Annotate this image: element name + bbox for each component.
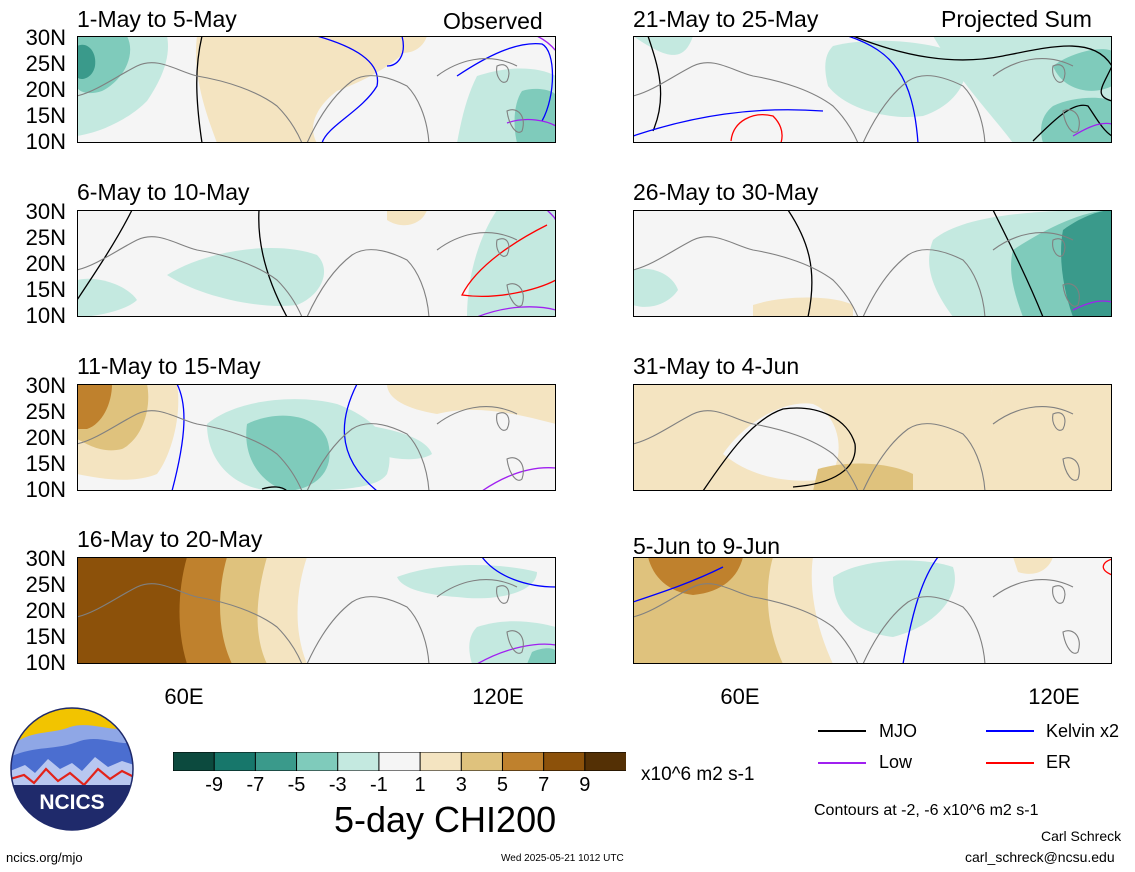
panel-title-r1: 26-May to 30-May [633, 179, 819, 205]
panel-title-l2: 11-May to 15-May [77, 353, 261, 379]
lat-label: 30N [25, 25, 66, 50]
lat-label: 25N [25, 572, 66, 597]
lat-label: 30N [25, 546, 66, 571]
map-panel-l1 [77, 210, 556, 317]
map-panel-l3 [77, 557, 556, 664]
colorbar-swatch [296, 751, 339, 772]
colorbar-tick-label: -7 [246, 774, 265, 796]
map-panel-r2 [633, 384, 1112, 491]
lat-label: 20N [25, 77, 66, 102]
map-panel-l0 [77, 36, 556, 143]
site-link[interactable]: ncics.org/mjo [6, 850, 83, 865]
panel-title-l1: 6-May to 10-May [77, 179, 250, 205]
lat-label: 10N [25, 477, 66, 502]
colorbar-swatches [172, 751, 628, 772]
legend-mjo-line [818, 730, 866, 732]
legend-er-line [986, 762, 1034, 764]
legend-kelvin-line [986, 730, 1034, 732]
colorbar-tick-label: 7 [538, 774, 550, 796]
colorbar-tick-label: -1 [370, 774, 388, 796]
legend-er-label: ER [1046, 752, 1072, 772]
colorbar-swatch [172, 751, 216, 772]
panel-title-r3: 5-Jun to 9-Jun [633, 533, 781, 559]
colorbar-swatch [460, 751, 504, 772]
lat-label: 15N [25, 624, 66, 649]
lat-label: 15N [25, 451, 66, 476]
panel-title-l0: 1-May to 5-May [77, 6, 237, 32]
colorbar-swatch [337, 751, 380, 772]
observed-label: Observed [443, 8, 543, 34]
legend-low-label: Low [879, 752, 913, 772]
legend-mjo-label: MJO [879, 721, 917, 741]
lat-label: 10N [25, 303, 66, 328]
lat-label: 25N [25, 225, 66, 250]
colorbar-swatch [419, 751, 463, 772]
lat-label: 25N [25, 399, 66, 424]
colorbar-swatch [213, 751, 257, 772]
colorbar-swatch [254, 751, 298, 772]
lat-label: 20N [25, 598, 66, 623]
colorbar-units: x10^6 m2 s-1 [641, 764, 755, 785]
colorbar-tick-label: 3 [455, 774, 467, 796]
colorbar-title: 5-day CHI200 [334, 799, 557, 840]
colorbar-tick-label: -9 [205, 774, 224, 796]
author-name: Carl Schreck [1041, 828, 1122, 844]
map-panel-r0 [633, 36, 1112, 143]
colorbar-tick-label: 9 [579, 774, 591, 796]
lat-label: 30N [25, 373, 66, 398]
lat-label: 10N [25, 650, 66, 675]
lon-label-right-60e: 60E [720, 684, 760, 709]
legend-low-line [818, 762, 866, 764]
colorbar-swatch [543, 751, 586, 772]
colorbar-swatch [501, 751, 545, 772]
lat-label: 20N [25, 251, 66, 276]
map-panel-r3 [633, 557, 1112, 664]
map-panel-l2 [77, 384, 556, 491]
author-email: carl_schreck@ncsu.edu [965, 849, 1115, 865]
lat-label: 20N [25, 425, 66, 450]
colorbar-tick-label: -5 [287, 774, 306, 796]
ncics-logo: NCICS [10, 707, 134, 831]
lon-label-left-60e: 60E [164, 684, 204, 709]
colorbar-tick-label: 5 [496, 774, 509, 796]
timestamp: Wed 2025-05-21 1012 UTC [501, 853, 624, 864]
lat-label: 30N [25, 199, 66, 224]
lat-label: 25N [25, 51, 66, 76]
lon-label-left-120e: 120E [472, 684, 524, 709]
contours-note: Contours at -2, -6 x10^6 m2 s-1 [814, 802, 1039, 819]
lat-label: 10N [25, 129, 66, 154]
legend-kelvin-label: Kelvin x2 [1046, 721, 1120, 741]
panel-title-r2: 31-May to 4-Jun [633, 353, 800, 379]
panel-title-r0: 21-May to 25-May [633, 6, 819, 32]
projected-sum-label: Projected Sum [941, 6, 1092, 32]
colorbar [172, 751, 628, 772]
panel-title-l3: 16-May to 20-May [77, 526, 263, 552]
lon-label-right-120e: 120E [1028, 684, 1080, 709]
colorbar-tick-label: -3 [328, 774, 347, 796]
lat-label: 15N [25, 103, 66, 128]
lat-label: 15N [25, 277, 66, 302]
logo-text: NCICS [39, 791, 104, 814]
colorbar-swatch [584, 751, 628, 772]
colorbar-tick-label: 1 [414, 774, 426, 796]
colorbar-swatch [378, 751, 422, 772]
map-panel-r1 [633, 210, 1112, 317]
